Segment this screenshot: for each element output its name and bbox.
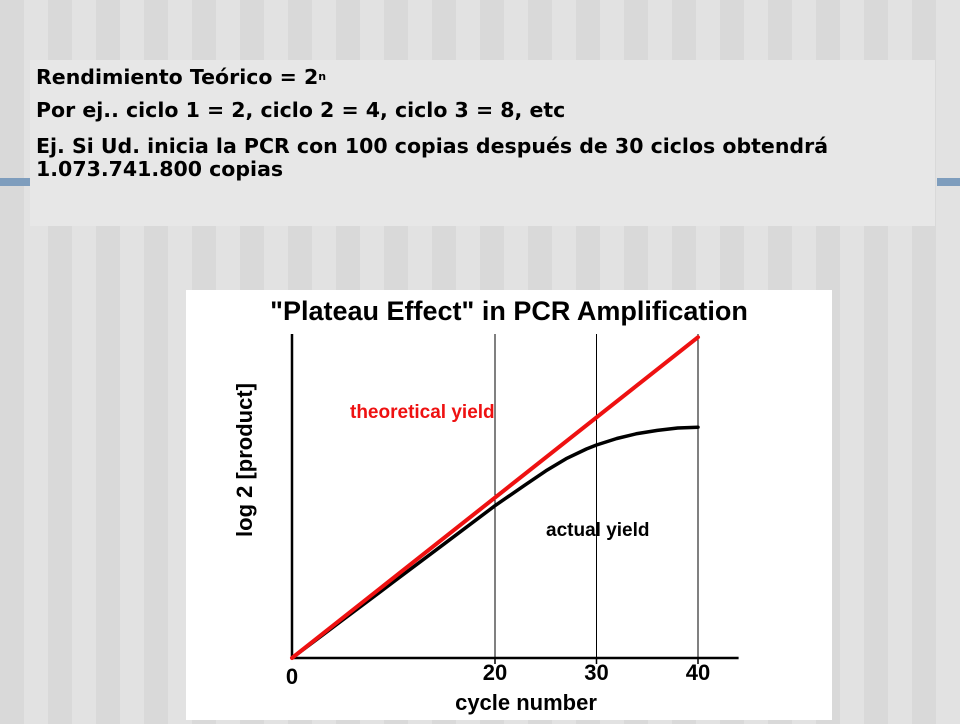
x-axis-label: cycle number <box>455 690 597 715</box>
formula-exponent: n <box>318 70 327 83</box>
theoretical-yield-label: theoretical yield <box>350 402 495 423</box>
chart-title: "Plateau Effect" in PCR Amplification <box>270 296 748 326</box>
series-layer <box>290 335 700 660</box>
example-line: Por ej.. ciclo 1 = 2, ciclo 2 = 4, ciclo… <box>36 98 566 122</box>
x-tick-labels: 0 20 30 40 <box>286 658 710 689</box>
formula-text: Rendimiento Teórico = 2 <box>36 65 319 89</box>
actual-yield-label: actual yield <box>546 520 650 541</box>
pcr-example-line: Ej. Si Ud. inicia la PCR con 100 copias … <box>36 134 829 181</box>
reference-lines <box>494 334 699 658</box>
actual-yield-line <box>290 425 700 660</box>
theoretical-yield-formula: Rendimiento Teórico = 2n <box>36 66 929 89</box>
x-tick-label-20: 20 <box>483 660 507 685</box>
theoretical-yield-line <box>290 335 700 660</box>
x-tick-label-40: 40 <box>686 660 710 685</box>
x-tick-label-30: 30 <box>584 660 608 685</box>
right-accent-bar <box>937 178 960 186</box>
x-tick-label-0: 0 <box>286 664 298 689</box>
y-axis-label: log 2 [product] <box>232 383 257 537</box>
plateau-effect-chart: "Plateau Effect" in PCR Amplification 0 2… <box>186 290 832 720</box>
left-accent-bar <box>0 178 30 186</box>
slide-text-box: Rendimiento Teórico = 2n Por ej.. ciclo … <box>30 60 935 226</box>
chart-svg: "Plateau Effect" in PCR Amplification 0 2… <box>232 296 748 715</box>
